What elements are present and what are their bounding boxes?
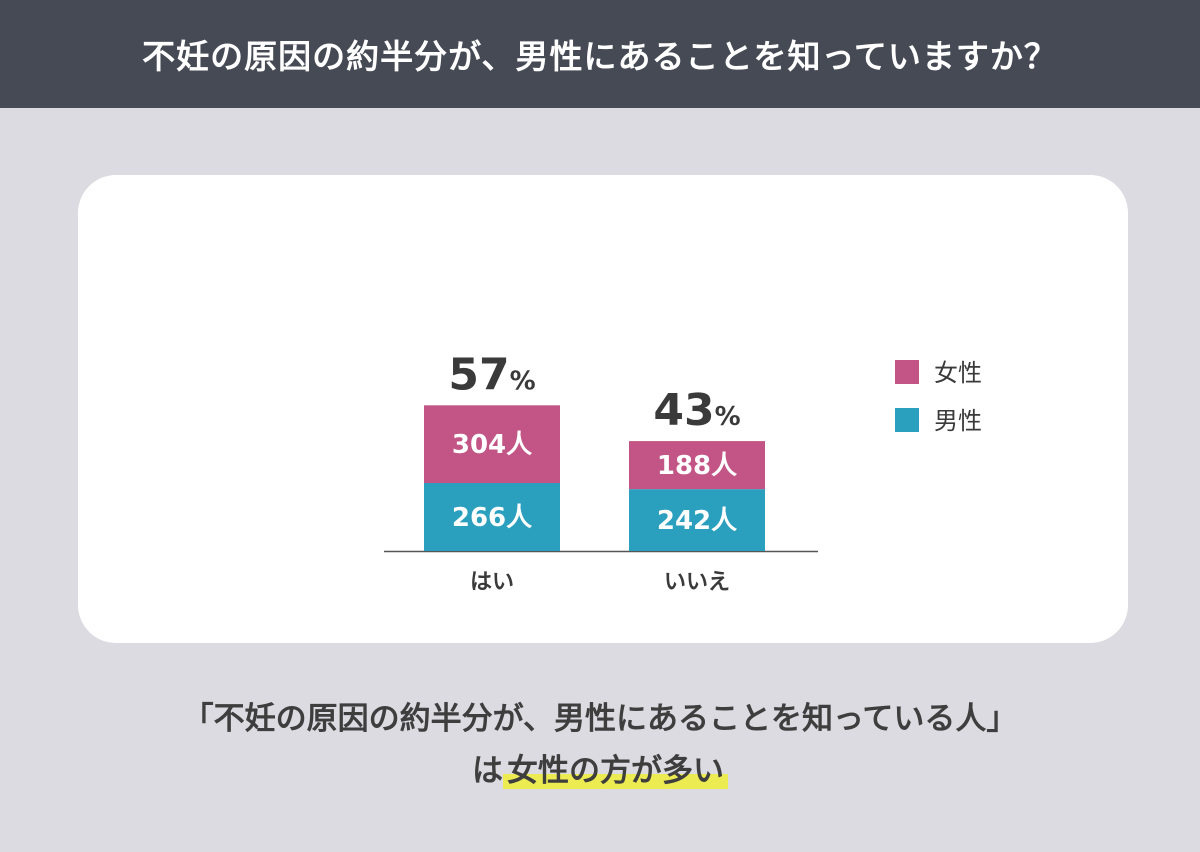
caption-line-1: 「不妊の原因の約半分が、男性にあることを知っている人」 [182,701,1018,737]
total-percent-label: 57% [448,349,535,400]
legend-label-female: 女性 [934,359,982,387]
legend-swatch-male [895,408,919,432]
caption-line-2: は女性の方が多い [0,745,1200,790]
bar-value-label: 304人 [452,430,532,460]
category-label: いいえ [664,570,730,595]
header-banner: 不妊の原因の約半分が、男性にあることを知っていますか？ [0,0,1200,108]
chart-card: 266人 304人 57% はい 242人 188人 43% いいえ 女性男性 [78,175,1128,643]
bar-segment-male-1 [424,483,560,551]
bar-segment-female-1 [424,405,560,484]
legend-swatch-female [895,360,919,384]
bar-segment-female-2 [629,441,765,490]
page-title: 不妊の原因の約半分が、男性にあることを知っていますか？ [142,37,1058,76]
total-percent-label: 43% [653,385,740,436]
category-label: はい [470,570,514,595]
caption-prefix: は [472,753,503,789]
bar-segment-male-2 [629,489,765,551]
bar-value-label: 266人 [452,503,532,533]
caption-highlight: 女性の方が多い [503,753,728,789]
legend-label-male: 男性 [934,407,982,435]
bar-value-label: 242人 [657,506,737,536]
bar-value-label: 188人 [657,451,737,481]
